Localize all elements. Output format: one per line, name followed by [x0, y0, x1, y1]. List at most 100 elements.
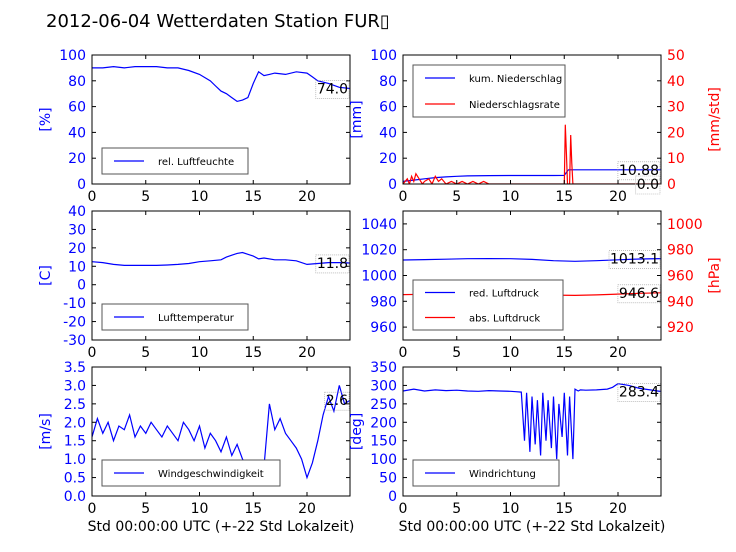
y-axis-label: [m/s] [38, 413, 54, 450]
legend-label: Windgeschwindigkeit [158, 469, 264, 480]
series-line-temperature-0 [92, 251, 350, 266]
series-line-pressure-0 [403, 257, 661, 262]
y-axis-label: [%] [38, 107, 54, 131]
plot-frame-precip [402, 54, 662, 185]
value-annotation: 74.0 [317, 82, 348, 98]
y-tick-label: 100 [59, 48, 86, 64]
x-axis-label: Std 00:00:00 UTC (+-22 Std Lokalzeit) [88, 519, 355, 535]
x-tick-label: 0 [88, 501, 97, 517]
y2-tick-label: 10 [667, 151, 685, 167]
y2-tick-label: 1000 [667, 217, 703, 233]
x-tick-label: 20 [609, 501, 627, 517]
x-tick-label: 20 [609, 345, 627, 361]
chart-precip: 0 5 10 15 20 0 20 40 60 80 100 0 10 20 30 40 50 [mm] [mm/s… [349, 48, 723, 205]
y-tick-label: 40 [68, 204, 86, 220]
x-tick-label: 20 [298, 189, 316, 205]
y-tick-label: 350 [370, 360, 397, 376]
x-tick-label: 5 [452, 345, 461, 361]
y-tick-label: 80 [379, 74, 397, 90]
y2-axis-label: [mm/std] [707, 87, 723, 152]
y-tick-label: 1000 [361, 269, 397, 285]
chart-temperature: 0 5 10 15 20 -30 -20 -10 0 10 20 30 40 [C] Lufttempera… [38, 204, 351, 361]
y-tick-label: 1.5 [64, 434, 86, 450]
chart-humidity: 0 5 10 15 20 0 20 40 60 80 100 [%] rel. Luftfeuchte 7… [38, 48, 351, 205]
legend-label: red. Luftdruck [469, 289, 539, 300]
y-tick-label: 1020 [361, 243, 397, 259]
x-tick-label: 5 [141, 501, 150, 517]
y-tick-label: 0 [388, 489, 397, 505]
x-tick-label: 10 [191, 345, 209, 361]
legend-label: rel. Luftfeuchte [158, 157, 234, 168]
x-tick-label: 10 [191, 501, 209, 517]
x-tick-label: 10 [191, 189, 209, 205]
legend-windspeed: Windgeschwindigkeit [101, 459, 281, 487]
y-tick-label: 100 [370, 452, 397, 468]
x-tick-label: 15 [244, 501, 262, 517]
x-tick-label: 10 [502, 345, 520, 361]
y-tick-label: 0.5 [64, 471, 86, 487]
plot-frame-temperature [91, 210, 351, 341]
x-axis-label: Std 00:00:00 UTC (+-22 Std Lokalzeit) [399, 519, 666, 535]
legend-label: Windrichtung [469, 469, 536, 480]
x-tick-label: 15 [555, 189, 573, 205]
legend-label: Niederschlagsrate [469, 100, 560, 111]
legend-label: abs. Luftdruck [469, 314, 540, 325]
legend-temperature: Lufttemperatur [101, 303, 249, 331]
y-tick-label: 2.5 [64, 397, 86, 413]
legend-box [412, 64, 566, 118]
y-tick-label: 200 [370, 415, 397, 431]
y-tick-label: 980 [370, 294, 397, 310]
x-tick-label: 0 [399, 189, 408, 205]
y-tick-label: 0 [77, 177, 86, 193]
legend-precip: kum. Niederschlag Niederschlagsrate [412, 64, 566, 118]
x-tick-label: 15 [555, 501, 573, 517]
y2-tick-label: 20 [667, 125, 685, 141]
y2-tick-label: 50 [667, 48, 685, 64]
series-line-humidity-0 [92, 65, 350, 103]
x-tick-label: 0 [399, 345, 408, 361]
y-tick-label: -30 [63, 333, 86, 349]
y-axis-label: [mm] [349, 100, 365, 138]
y-tick-label: 80 [68, 74, 86, 90]
x-tick-label: 15 [555, 345, 573, 361]
series-line-windspeed-0 [92, 385, 350, 483]
y-tick-label: -20 [63, 315, 86, 331]
chart-pressure: 0 5 10 15 20 960 980 1000 1020 1040 920 940 960 980 10… [361, 210, 723, 361]
legend-box [412, 279, 564, 331]
y2-tick-label: 920 [667, 320, 694, 336]
value-annotation: 0.0 [637, 177, 659, 193]
y-tick-label: 100 [370, 48, 397, 64]
y-tick-label: 40 [68, 125, 86, 141]
y-tick-label: 60 [68, 100, 86, 116]
y-tick-label: 250 [370, 397, 397, 413]
y-tick-label: 60 [379, 100, 397, 116]
x-tick-label: 5 [141, 345, 150, 361]
y-tick-label: 150 [370, 434, 397, 450]
y-tick-label: 0 [77, 278, 86, 294]
y-tick-label: 1040 [361, 217, 397, 233]
y2-tick-label: 30 [667, 100, 685, 116]
value-annotation: 11.8 [317, 256, 348, 272]
legend-label: Lufttemperatur [158, 313, 235, 324]
series-line-winddir-0 [403, 382, 661, 460]
x-tick-label: 0 [399, 501, 408, 517]
y-tick-label: 20 [68, 151, 86, 167]
x-tick-label: 0 [88, 189, 97, 205]
y-tick-label: 0 [388, 177, 397, 193]
value-annotation-box [315, 80, 350, 99]
x-tick-label: 15 [244, 345, 262, 361]
y-tick-label: 3.5 [64, 360, 86, 376]
y-tick-label: -10 [63, 296, 86, 312]
y-tick-label: 30 [68, 222, 86, 238]
y-tick-label: 3.0 [64, 378, 86, 394]
value-annotation-box [635, 175, 661, 195]
x-tick-label: 15 [244, 189, 262, 205]
value-annotation: 946.6 [619, 286, 659, 302]
plot-frame-winddir [402, 366, 662, 497]
x-tick-label: 10 [502, 189, 520, 205]
y-tick-label: 20 [379, 151, 397, 167]
y-tick-label: 960 [370, 320, 397, 336]
